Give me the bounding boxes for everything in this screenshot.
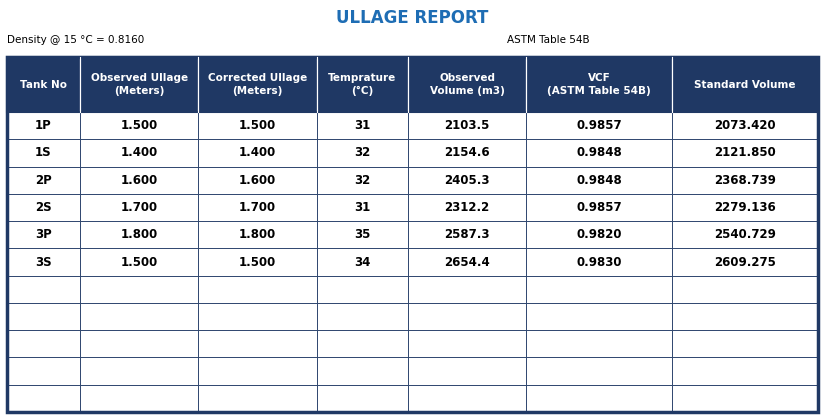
Text: 32: 32 (354, 174, 370, 187)
Text: 0.9848: 0.9848 (577, 174, 622, 187)
Text: Temprature
(°C): Temprature (°C) (328, 73, 397, 96)
Text: 1.600: 1.600 (120, 174, 158, 187)
Text: 2609.275: 2609.275 (714, 255, 776, 268)
Text: Standard Volume: Standard Volume (695, 79, 796, 89)
Text: 1.600: 1.600 (239, 174, 276, 187)
Text: 3S: 3S (35, 255, 52, 268)
Text: Tank No: Tank No (20, 79, 67, 89)
Text: 35: 35 (354, 228, 370, 241)
Text: 2587.3: 2587.3 (445, 228, 490, 241)
Text: 2103.5: 2103.5 (445, 119, 490, 132)
Text: 0.9830: 0.9830 (577, 255, 622, 268)
Text: 1P: 1P (35, 119, 52, 132)
Text: 2654.4: 2654.4 (445, 255, 490, 268)
Text: Corrected Ullage
(Meters): Corrected Ullage (Meters) (208, 73, 307, 96)
Text: 1.400: 1.400 (120, 146, 158, 159)
Text: 1.800: 1.800 (120, 228, 158, 241)
Text: 2073.420: 2073.420 (714, 119, 776, 132)
Text: 1.700: 1.700 (239, 201, 276, 214)
Text: 3P: 3P (35, 228, 52, 241)
Text: 2540.729: 2540.729 (714, 228, 776, 241)
Text: ULLAGE REPORT: ULLAGE REPORT (337, 9, 488, 27)
Text: 2279.136: 2279.136 (714, 201, 776, 214)
Text: 31: 31 (354, 119, 370, 132)
Text: 1.800: 1.800 (239, 228, 276, 241)
Text: 0.9857: 0.9857 (577, 201, 622, 214)
Text: 0.9848: 0.9848 (577, 146, 622, 159)
Text: Observed Ullage
(Meters): Observed Ullage (Meters) (91, 73, 188, 96)
Text: 1.500: 1.500 (120, 119, 158, 132)
Text: 2368.739: 2368.739 (714, 174, 776, 187)
Text: 1.500: 1.500 (239, 255, 276, 268)
Text: 1.400: 1.400 (239, 146, 276, 159)
Text: ASTM Table 54B: ASTM Table 54B (507, 35, 590, 45)
Text: 2P: 2P (35, 174, 52, 187)
Text: 2154.6: 2154.6 (445, 146, 490, 159)
Text: 2121.850: 2121.850 (714, 146, 776, 159)
Text: VCF
(ASTM Table 54B): VCF (ASTM Table 54B) (548, 73, 651, 96)
Text: 1.700: 1.700 (120, 201, 158, 214)
Text: 34: 34 (354, 255, 370, 268)
Text: 31: 31 (354, 201, 370, 214)
Text: Observed
Volume (m3): Observed Volume (m3) (430, 73, 505, 96)
Text: 2312.2: 2312.2 (445, 201, 490, 214)
Text: 0.9857: 0.9857 (577, 119, 622, 132)
Text: 1S: 1S (35, 146, 52, 159)
Text: 1.500: 1.500 (120, 255, 158, 268)
Text: 1.500: 1.500 (239, 119, 276, 132)
Text: 2S: 2S (35, 201, 52, 214)
Text: 2405.3: 2405.3 (445, 174, 490, 187)
Text: 32: 32 (354, 146, 370, 159)
Text: Density @ 15 °C = 0.8160: Density @ 15 °C = 0.8160 (7, 35, 144, 45)
Text: 0.9820: 0.9820 (577, 228, 622, 241)
